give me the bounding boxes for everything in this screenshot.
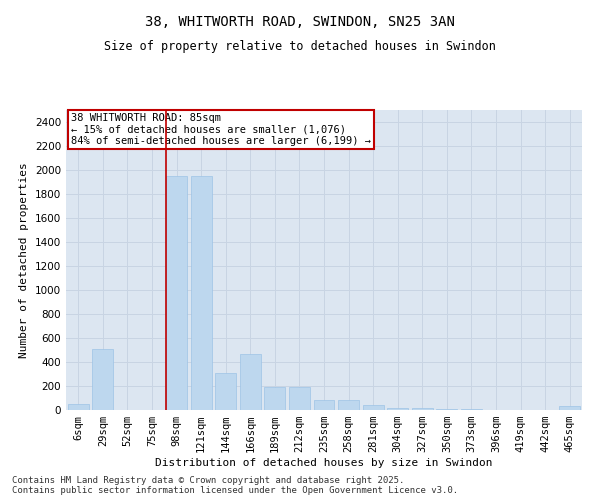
Bar (412, 408, 433, 410)
Bar (338, 400, 359, 410)
Bar (215, 373, 236, 410)
Y-axis label: Number of detached properties: Number of detached properties (19, 162, 29, 358)
Text: 38 WHITWORTH ROAD: 85sqm
← 15% of detached houses are smaller (1,076)
84% of sem: 38 WHITWORTH ROAD: 85sqm ← 15% of detach… (71, 113, 371, 146)
Bar (559, 406, 580, 410)
Bar (387, 408, 408, 410)
Bar (314, 400, 334, 410)
Bar (240, 354, 261, 410)
Bar (265, 386, 286, 410)
Bar (362, 405, 383, 410)
Bar (68, 404, 89, 410)
X-axis label: Distribution of detached houses by size in Swindon: Distribution of detached houses by size … (155, 458, 493, 468)
Bar (166, 176, 187, 410)
Text: 38, WHITWORTH ROAD, SWINDON, SN25 3AN: 38, WHITWORTH ROAD, SWINDON, SN25 3AN (145, 15, 455, 29)
Text: Contains HM Land Registry data © Crown copyright and database right 2025.
Contai: Contains HM Land Registry data © Crown c… (12, 476, 458, 495)
Bar (191, 176, 212, 410)
Bar (92, 349, 113, 410)
Text: Size of property relative to detached houses in Swindon: Size of property relative to detached ho… (104, 40, 496, 53)
Bar (289, 386, 310, 410)
